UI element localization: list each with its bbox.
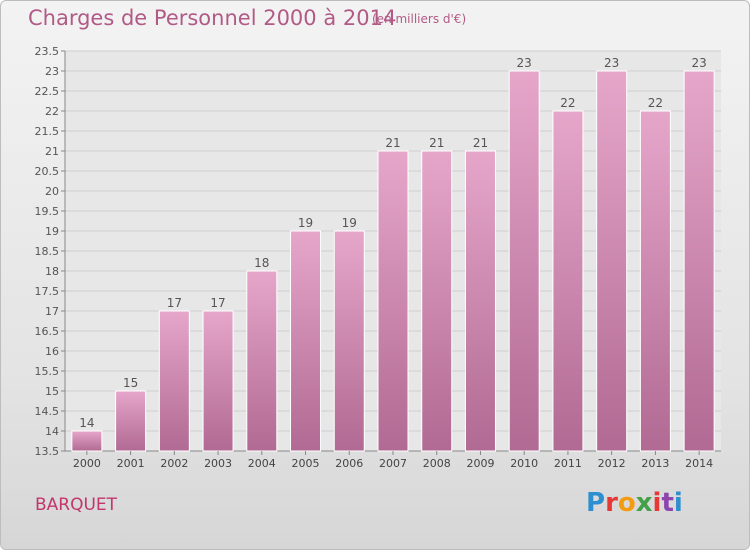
logo-letter: r [605,488,618,518]
x-tick-label: 2004 [248,457,276,470]
y-tick-label: 19.5 [35,205,60,218]
commune-name: BARQUET [35,495,118,515]
bar [290,230,322,452]
y-tick-label: 15.5 [35,365,60,378]
logo-letter: i [652,488,662,518]
bar [421,150,453,452]
data-label: 15 [123,376,138,390]
bar [377,150,409,452]
y-tick-label: 21.5 [35,125,60,138]
y-tick-label: 20 [45,185,59,198]
bar [115,390,147,452]
data-label: 14 [79,416,94,430]
y-tick-label: 17.5 [35,285,60,298]
y-tick-label: 16.5 [35,325,60,338]
logo-letter: t [661,488,674,518]
x-tick-label: 2002 [160,457,188,470]
bar [639,110,671,452]
bar [202,310,234,452]
chart-subtitle: (en milliers d'€) [372,12,467,26]
data-label: 19 [298,216,313,230]
logo-letter: P [586,488,606,518]
x-tick-label: 2007 [379,457,407,470]
y-tick-label: 14.5 [35,405,60,418]
bar [552,110,584,452]
y-tick-label: 15 [45,385,59,398]
x-tick-label: 2008 [423,457,451,470]
data-label: 21 [473,136,488,150]
bar [508,70,540,452]
x-tick-label: 2010 [510,457,538,470]
y-tick-label: 18 [45,265,59,278]
data-label: 23 [691,56,706,70]
logo-letter: o [617,488,636,518]
data-label: 19 [342,216,357,230]
x-tick-label: 2009 [466,457,494,470]
y-tick-label: 23.5 [35,45,60,58]
y-tick-label: 17 [45,305,59,318]
data-label: 23 [604,56,619,70]
bar [596,70,628,452]
data-label: 18 [254,256,269,270]
x-tick-label: 2001 [117,457,145,470]
proxiti-logo[interactable]: Proxiti [586,488,683,518]
x-tick-label: 2005 [292,457,320,470]
data-label: 17 [210,296,225,310]
y-tick-label: 19 [45,225,59,238]
bar [464,150,496,452]
y-tick-label: 20.5 [35,165,60,178]
x-tick-label: 2012 [598,457,626,470]
data-label: 21 [385,136,400,150]
y-tick-label: 14 [45,425,59,438]
y-tick-label: 13.5 [35,445,60,458]
data-label: 17 [167,296,182,310]
y-tick-label: 23 [45,65,59,78]
y-tick-label: 21 [45,145,59,158]
x-tick-label: 2014 [685,457,713,470]
y-tick-label: 16 [45,345,59,358]
y-tick-label: 22 [45,105,59,118]
x-tick-label: 2013 [641,457,669,470]
data-label: 22 [560,96,575,110]
x-tick-label: 2011 [554,457,582,470]
y-tick-label: 18.5 [35,245,60,258]
bar [683,70,715,452]
bar [246,270,278,452]
x-tick-label: 2006 [335,457,363,470]
bar [158,310,190,452]
x-tick-label: 2003 [204,457,232,470]
data-label: 21 [429,136,444,150]
chart-title: Charges de Personnel 2000 à 2014 [28,6,397,30]
logo-letter: i [673,488,683,518]
logo-letter: x [635,488,653,518]
data-label: 23 [517,56,532,70]
data-label: 22 [648,96,663,110]
x-tick-label: 2000 [73,457,101,470]
bar [333,230,365,452]
bar [71,430,103,452]
y-tick-label: 22.5 [35,85,60,98]
